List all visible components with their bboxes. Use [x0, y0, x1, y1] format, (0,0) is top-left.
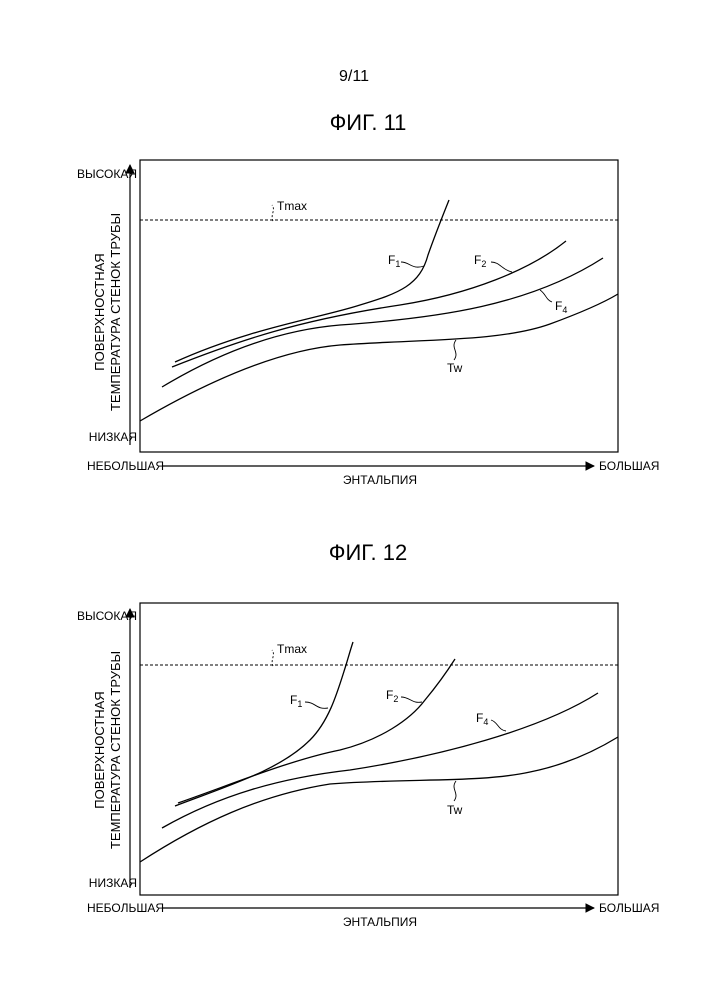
figure-12-f1-label: F1 [290, 693, 302, 709]
figure-11-curve-f4 [162, 258, 603, 387]
figure-12-curve-f4 [162, 693, 598, 828]
page-number: 9/11 [339, 68, 369, 85]
figure-12-f2-leader [401, 697, 422, 702]
figure-12-f2-label-base: F [386, 688, 393, 702]
figure-11-x-low-label: НЕБОЛЬШАЯ [87, 459, 164, 473]
figure-11-f1-label: F1 [388, 253, 400, 269]
figure-12-tmax-leader [272, 650, 273, 666]
figure-12-f4-label: F4 [476, 711, 488, 727]
figure-12-tmax-label: Tmax [277, 642, 307, 656]
figure-12: ФИГ. 12 ВЫСОКАЯ НИЗКАЯ ПОВЕРХНОСТНАЯ ТЕМ… [77, 540, 659, 929]
figure-11-f1-label-sub: 1 [395, 259, 400, 269]
figure-12-title: ФИГ. 12 [329, 540, 407, 565]
figure-11-tmax-leader [272, 205, 273, 221]
figure-12-curve-tw [140, 737, 618, 862]
figure-12-x-high-label: БОЛЬШАЯ [599, 901, 659, 915]
figure-11-y-axis-label-line1: ПОВЕРХНОСТНАЯ [92, 253, 107, 370]
figure-11-tw-label-base: Tw [447, 361, 463, 375]
figure-11-f4-leader [540, 290, 552, 302]
figure-12-f1-label-base: F [290, 693, 297, 707]
figure-11-curve-tw [140, 294, 618, 421]
figure-11-tmax-label: Tmax [277, 199, 307, 213]
figure-12-plot-frame [140, 603, 618, 895]
figure-12-x-axis-label: ЭНТАЛЬПИЯ [343, 915, 417, 929]
figure-11-y-high-label: ВЫСОКАЯ [77, 167, 137, 181]
figure-12-f1-label-sub: 1 [297, 699, 302, 709]
figure-12-f2-label-sub: 2 [393, 694, 398, 704]
figure-12-f2-label: F2 [386, 688, 398, 704]
figure-11-f4-label: F4 [555, 299, 567, 315]
figure-12-curve-f1 [175, 642, 353, 806]
figure-11-f1-label-base: F [388, 253, 395, 267]
figure-11-f2-label-base: F [474, 253, 481, 267]
figure-12-tw-label: Tw [447, 803, 463, 817]
figure-11-y-axis-label-line2: ТЕМПЕРАТУРА СТЕНОК ТРУБЫ [108, 213, 123, 411]
figure-11-tw-label: Tw [447, 361, 463, 375]
figure-11-f1-leader [401, 262, 424, 267]
figure-12-f1-leader [305, 702, 328, 708]
figure-11-y-low-label: НИЗКАЯ [89, 430, 137, 444]
figure-12-tw-label-base: Tw [447, 803, 463, 817]
figure-12-y-axis-label-line2: ТЕМПЕРАТУРА СТЕНОК ТРУБЫ [108, 651, 123, 849]
figure-12-tw-leader [454, 781, 456, 801]
figure-11-tw-leader [454, 340, 456, 360]
figure-12-f4-leader [491, 720, 506, 731]
figure-11-x-high-label: БОЛЬШАЯ [599, 459, 659, 473]
figure-11-curve-f2 [172, 241, 566, 367]
figure-12-f4-label-base: F [476, 711, 483, 725]
figure-11-f2-label-sub: 2 [481, 259, 486, 269]
figure-12-y-axis-label-line1: ПОВЕРХНОСТНАЯ [92, 691, 107, 808]
figure-12-x-low-label: НЕБОЛЬШАЯ [87, 901, 164, 915]
figure-11: ФИГ. 11 ВЫСОКАЯ НИЗКАЯ ПОВЕРХНОСТНАЯ ТЕМ… [77, 110, 659, 487]
figure-12-f4-label-sub: 4 [483, 717, 488, 727]
figure-12-curve-f2 [178, 659, 455, 803]
figure-11-curve-f1 [175, 200, 449, 362]
figure-11-f4-label-sub: 4 [562, 305, 567, 315]
figure-11-f4-label-base: F [555, 299, 562, 313]
figure-11-x-axis-label: ЭНТАЛЬПИЯ [343, 473, 417, 487]
figure-11-title: ФИГ. 11 [330, 110, 407, 135]
figure-12-y-high-label: ВЫСОКАЯ [77, 609, 137, 623]
figure-11-f2-label: F2 [474, 253, 486, 269]
figure-11-plot-frame [140, 160, 618, 452]
figure-12-y-low-label: НИЗКАЯ [89, 876, 137, 890]
figure-11-f2-leader [491, 262, 512, 272]
